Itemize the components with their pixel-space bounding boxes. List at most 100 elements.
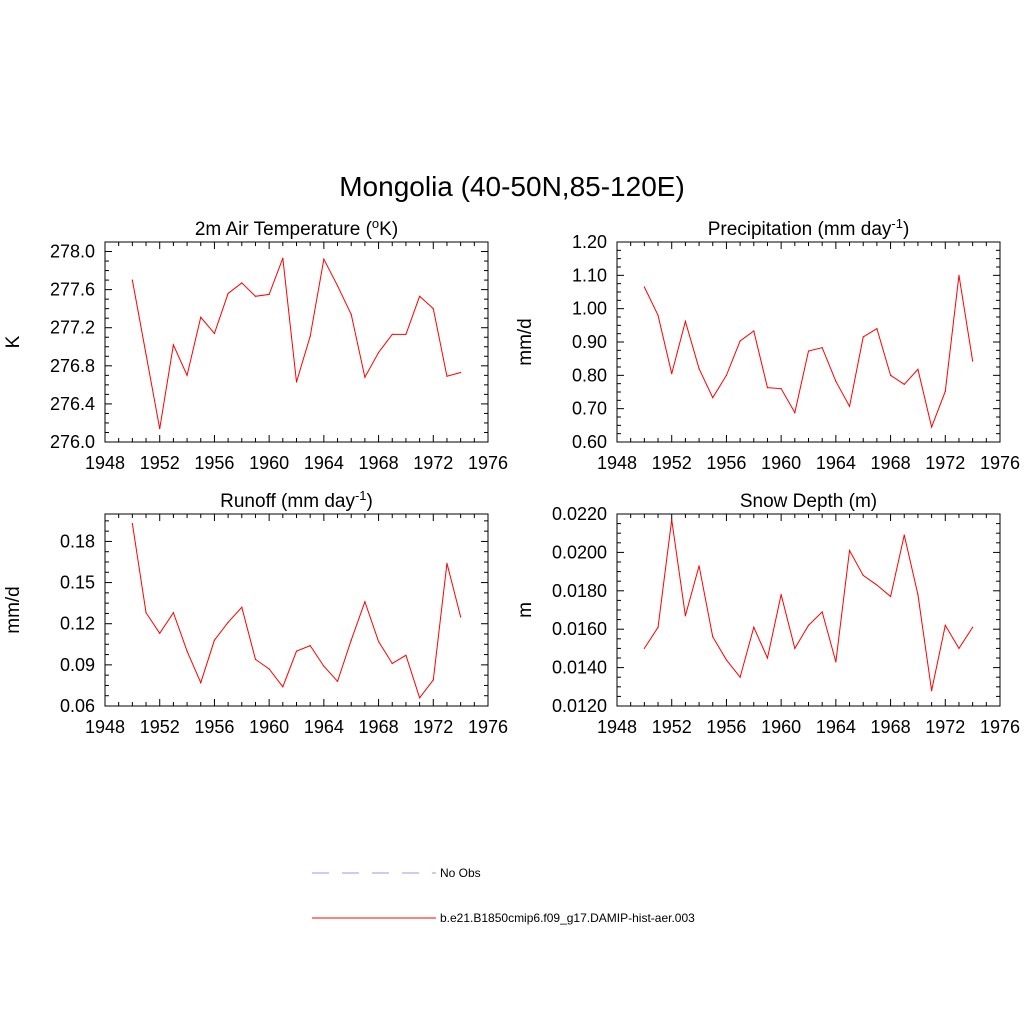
air-temperature-data-point	[377, 351, 380, 354]
snow-depth-xtick-label: 1976	[980, 717, 1020, 737]
air-temperature-data-point	[460, 371, 462, 374]
snow-depth-ylabel: m	[515, 602, 536, 618]
precipitation-data-point	[848, 405, 851, 407]
snow-depth-data-point	[972, 626, 974, 628]
snow-depth-xtick-label: 1960	[761, 717, 801, 737]
runoff-data-point	[460, 616, 462, 618]
legend-label-model: b.e21.B1850cmip6.f09_g17.DAMIP-hist-aer.…	[440, 911, 695, 925]
air-temperature-xtick-label: 1956	[194, 453, 234, 473]
precipitation-data-point	[739, 340, 741, 342]
snow-depth-series-line	[643, 519, 974, 691]
precipitation-ytick-label: 0.70	[572, 399, 607, 419]
air-temperature-ytick-label: 276.0	[50, 432, 95, 452]
runoff-data-point	[432, 679, 434, 681]
runoff-data-point	[446, 562, 448, 564]
runoff-title-tail: )	[367, 491, 373, 512]
runoff-data-point	[254, 658, 257, 660]
snow-depth-data-point	[712, 636, 714, 638]
snow-depth-xtick-label: 1952	[652, 717, 692, 737]
runoff-xtick-label: 1964	[304, 717, 344, 737]
snow-depth-plot-frame	[616, 513, 1001, 707]
precipitation-ytick-label: 1.00	[572, 299, 607, 319]
runoff-data-point	[145, 612, 147, 614]
runoff-xtick-label: 1956	[194, 717, 234, 737]
air-temperature-xtick-label: 1976	[468, 453, 508, 473]
air-temperature-data-point	[405, 333, 407, 335]
air-temperature-data-point	[364, 376, 366, 378]
snow-depth-ytick-label: 0.0200	[552, 542, 607, 562]
snow-depth-data-point	[807, 624, 810, 626]
air-temperature-data-point	[131, 279, 133, 281]
air-temperature-data-point	[186, 374, 188, 376]
air-temperature-data-point	[213, 332, 216, 335]
snow-depth-xtick-label: 1972	[925, 717, 965, 737]
runoff-data-point	[159, 632, 161, 634]
air-temperature-xtick-label: 1972	[413, 453, 453, 473]
runoff-data-point	[131, 523, 133, 525]
runoff-ytick-label: 0.12	[60, 614, 95, 634]
air-temperature-data-point	[159, 428, 161, 430]
snow-depth-data-point	[862, 574, 864, 577]
air-temperature-data-point	[295, 381, 298, 383]
precipitation-xtick-label: 1948	[597, 453, 637, 473]
panel-runoff: Runoff (mm day-1) mm/d 1948 1952 1956 1960 196…	[3, 488, 508, 737]
precipitation-xtick-label: 1956	[706, 453, 746, 473]
air-temperature-data-point	[350, 313, 352, 315]
legend: No Obs b.e21.B1850cmip6.f09_g17.DAMIP-hi…	[312, 866, 695, 925]
snow-depth-xtick-label: 1956	[706, 717, 746, 737]
precipitation-xtick-label: 1960	[761, 453, 801, 473]
runoff-data-point	[391, 662, 393, 665]
precipitation-title-superscript: -1	[891, 216, 903, 231]
snow-depth-data-point	[889, 595, 892, 598]
precipitation-ytick-label: 1.10	[572, 265, 607, 285]
precipitation-data-point	[821, 347, 823, 349]
precipitation-data-point	[931, 426, 933, 428]
snow-depth-xtick-label: 1948	[597, 717, 637, 737]
air-temperature-data-point	[336, 285, 339, 287]
air-temperature-xtick-label: 1952	[140, 453, 180, 473]
snow-depth-data-point	[944, 624, 946, 626]
air-temperature-data-point	[432, 308, 434, 310]
air-temperature-series-line	[131, 257, 461, 429]
runoff-data-point	[186, 650, 188, 652]
snow-depth-data-point	[931, 690, 933, 692]
precipitation-title-text: Precipitation (mm day	[708, 219, 892, 240]
snow-depth-data-point	[657, 626, 659, 628]
precipitation-data-point	[780, 388, 782, 390]
air-temperature-data-point	[446, 375, 448, 377]
runoff-data-point	[241, 606, 243, 608]
precipitation-data-point	[684, 320, 686, 322]
runoff-data-point	[282, 686, 284, 688]
air-temperature-xtick-label: 1960	[249, 453, 289, 473]
runoff-title-text: Runoff (mm day	[220, 491, 355, 512]
panel-snow-depth: Snow Depth (m) m 1948 1952 1956 1960 1964 1968 1…	[515, 491, 1020, 737]
precipitation-data-point	[889, 374, 892, 376]
precipitation-data-point	[917, 368, 919, 370]
precipitation-data-point	[903, 383, 905, 385]
air-temperature-data-point	[254, 295, 257, 297]
air-temperature-data-point	[282, 257, 284, 259]
air-temperature-ytick-label: 277.2	[50, 318, 95, 338]
snow-depth-title-text: Snow Depth (m)	[740, 491, 877, 512]
runoff-data-point	[268, 668, 270, 670]
precipitation-data-point	[712, 397, 714, 399]
air-temperature-data-point	[145, 353, 147, 355]
precipitation-data-point	[698, 368, 700, 370]
air-temperature-ytick-label: 278.0	[50, 242, 95, 262]
air-temperature-title-superscript: o	[372, 216, 379, 231]
precipitation-xtick-label: 1976	[980, 453, 1020, 473]
precipitation-ytick-label: 0.60	[572, 432, 607, 452]
runoff-ylabel: mm/d	[3, 586, 24, 634]
runoff-data-point	[295, 650, 298, 652]
air-temperature-ytick-label: 277.6	[50, 280, 95, 300]
runoff-data-point	[309, 645, 311, 647]
snow-depth-data-point	[684, 615, 686, 617]
air-temperature-xtick-label: 1964	[304, 453, 344, 473]
runoff-data-point	[172, 612, 174, 614]
air-temperature-data-point	[391, 333, 393, 335]
runoff-data-point	[227, 621, 229, 623]
runoff-data-point	[213, 639, 216, 641]
precipitation-data-point	[794, 412, 796, 414]
snow-depth-xtick-label: 1968	[871, 717, 911, 737]
precipitation-data-point	[725, 374, 728, 376]
